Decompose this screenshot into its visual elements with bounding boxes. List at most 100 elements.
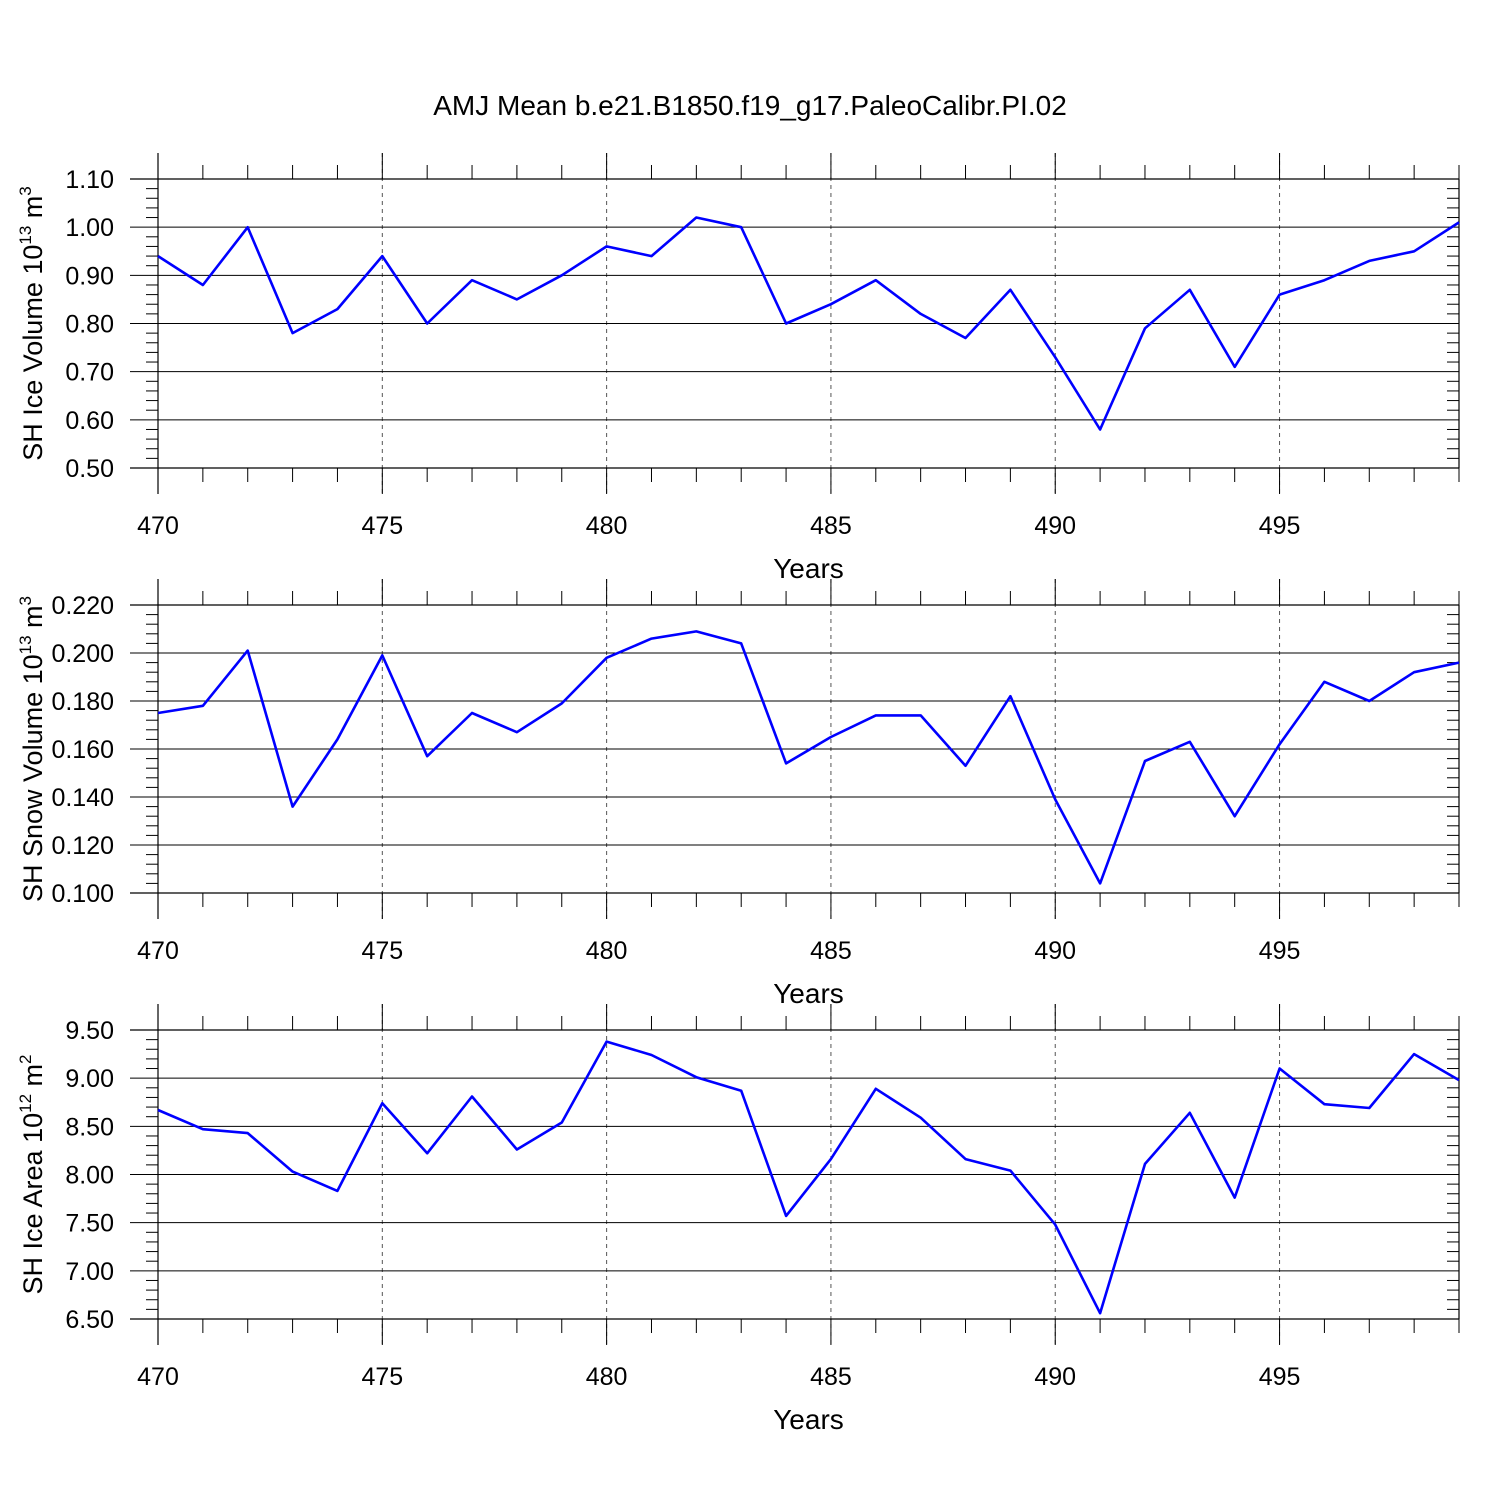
data-point [694, 216, 698, 220]
y-tick-label: 1.00 [65, 214, 114, 242]
data-point [829, 1157, 833, 1161]
data-point [784, 761, 788, 765]
x-tick-label: 490 [1034, 937, 1076, 965]
data-point [649, 637, 653, 641]
data-point [605, 244, 609, 248]
y-tick-label: 0.100 [51, 880, 114, 908]
data-point [874, 278, 878, 282]
data-point [1053, 1223, 1057, 1227]
data-point [380, 254, 384, 258]
data-point [425, 1151, 429, 1155]
data-point [1457, 661, 1461, 665]
y-tick-label: 0.200 [51, 640, 114, 668]
data-point [425, 322, 429, 326]
y-tick-label: 0.70 [65, 359, 114, 387]
data-point [156, 254, 160, 258]
x-tick-label: 475 [361, 937, 403, 965]
series-line [157, 630, 1460, 885]
data-point [1233, 365, 1237, 369]
data-point [335, 737, 339, 741]
y-tick-label: 0.160 [51, 736, 114, 764]
data-point [560, 1120, 564, 1124]
data-point [1278, 742, 1282, 746]
data-point [1098, 427, 1102, 431]
y-tick-label: 8.50 [65, 1113, 114, 1141]
data-point [156, 711, 160, 715]
data-point [919, 713, 923, 717]
data-point [246, 1131, 250, 1135]
series-line [157, 1040, 1460, 1315]
x-tick-label: 485 [810, 1363, 852, 1391]
data-point [201, 704, 205, 708]
y-tick-label: 0.120 [51, 832, 114, 860]
data-point [470, 711, 474, 715]
x-tick-label: 475 [361, 1363, 403, 1391]
x-tick-label: 480 [586, 1363, 628, 1391]
data-point [829, 735, 833, 739]
y-axis-label: SH Snow Volume 1013 m3 [16, 596, 48, 902]
data-point [1412, 249, 1416, 253]
y-tick-label: 8.00 [65, 1162, 114, 1190]
data-point [1457, 220, 1461, 224]
data-point [156, 1108, 160, 1112]
data-point [1233, 1196, 1237, 1200]
data-point [1188, 1111, 1192, 1115]
data-point [1188, 288, 1192, 292]
data-point [1053, 797, 1057, 801]
data-point [1143, 759, 1147, 763]
x-tick-label: 480 [586, 937, 628, 965]
data-point [1098, 1311, 1102, 1315]
y-tick-label: 0.50 [65, 455, 114, 483]
data-point [515, 730, 519, 734]
data-point [964, 336, 968, 340]
data-point [335, 307, 339, 311]
data-point [1322, 680, 1326, 684]
y-tick-label: 9.50 [65, 1017, 114, 1045]
data-point [291, 331, 295, 335]
x-tick-label: 485 [810, 512, 852, 540]
x-tick-label: 470 [137, 937, 179, 965]
y-axis-label: SH Ice Volume 1013 m3 [16, 186, 48, 461]
data-point [1412, 670, 1416, 674]
x-tick-label: 495 [1259, 1363, 1301, 1391]
panel-ice-volume: 0.50 0.60 0.70 0.80 0.90 1.00 1.10 470 475 480 485… [16, 153, 1461, 584]
data-point [1322, 1102, 1326, 1106]
data-point [1322, 278, 1326, 282]
data-point [919, 1116, 923, 1120]
data-point [649, 1053, 653, 1057]
data-point [694, 629, 698, 633]
data-point [201, 283, 205, 287]
y-tick-label: 0.90 [65, 262, 114, 290]
data-point [829, 302, 833, 306]
data-point [1367, 699, 1371, 703]
data-point [515, 1147, 519, 1151]
x-axis-label: Years [773, 553, 844, 584]
x-tick-label: 495 [1259, 937, 1301, 965]
y-tick-label: 7.00 [65, 1258, 114, 1286]
x-axis-label: Years [773, 978, 844, 1009]
data-point [874, 1087, 878, 1091]
data-point [1008, 288, 1012, 292]
data-point [1188, 740, 1192, 744]
chart-title: AMJ Mean b.e21.B1850.f19_g17.PaleoCalibr… [433, 90, 1067, 121]
data-point [291, 1170, 295, 1174]
y-tick-label: 1.10 [65, 166, 114, 194]
y-tick-label: 0.80 [65, 311, 114, 339]
data-point [919, 312, 923, 316]
data-point [380, 1101, 384, 1105]
x-axis-label: Years [773, 1404, 844, 1435]
data-point [1367, 259, 1371, 263]
data-point [1053, 355, 1057, 359]
x-tick-label: 495 [1259, 512, 1301, 540]
data-point [649, 254, 653, 258]
data-point [515, 297, 519, 301]
data-point [560, 701, 564, 705]
y-axis-label: SH Ice Area 1012 m2 [16, 1055, 48, 1295]
panel-snow-volume: 0.100 0.120 0.140 0.160 0.180 0.200 0.220 470 47… [16, 579, 1461, 1009]
y-tick-label: 7.50 [65, 1210, 114, 1238]
data-point [605, 656, 609, 660]
data-point [1008, 1169, 1012, 1173]
y-tick-label: 0.140 [51, 784, 114, 812]
data-point [425, 754, 429, 758]
